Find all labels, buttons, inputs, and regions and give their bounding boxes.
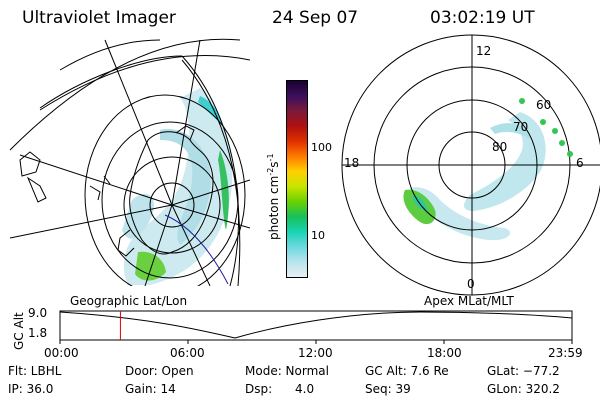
colorbar-unit-label: photon cm-2s-1 — [266, 153, 281, 240]
info-gain: Gain: 14 — [125, 382, 176, 396]
mlt-label-18: 18 — [344, 156, 360, 170]
altitude-tick-1-8: 1.8 — [28, 326, 48, 340]
mlat-label-80: 80 — [492, 140, 508, 154]
unit-text-s: s — [267, 161, 281, 168]
info-dsp: Dsp: — [245, 382, 273, 396]
time-tick-2359: 23:59 — [548, 346, 583, 360]
right-map-caption: Apex MLat/MLT — [424, 294, 514, 308]
mlat-label-70: 70 — [513, 120, 529, 134]
mlt-label-0: 0 — [467, 277, 475, 291]
mlt-label-12: 12 — [476, 44, 492, 58]
apex-polar-plot — [341, 34, 600, 296]
time-tick-1800: 18:00 — [427, 346, 462, 360]
info-gc-alt: GC Alt: 7.6 Re — [365, 364, 449, 378]
colorbar — [286, 80, 308, 278]
unit-exponent-1: -2 — [266, 167, 275, 176]
info-glon: GLon: 320.2 — [487, 382, 560, 396]
dayside-aurora-spots — [519, 98, 573, 157]
altitude-panel — [59, 310, 573, 344]
mlat-label-60: 60 — [536, 98, 552, 112]
info-flt: Flt: LBHL — [8, 364, 62, 378]
time-tick-0600: 06:00 — [170, 346, 205, 360]
coastlines — [19, 125, 214, 257]
satellite-track — [164, 214, 229, 285]
mlt-label-6: 6 — [576, 156, 584, 170]
info-glat: GLat: −77.2 — [487, 364, 560, 378]
colorbar-tick-10: 10 — [311, 229, 325, 242]
info-seq: Seq: 39 — [365, 382, 411, 396]
altitude-tick-9: 9.0 — [28, 306, 48, 320]
altitude-axis-label: GC Alt — [12, 312, 26, 350]
unit-text: photon cm — [267, 175, 281, 240]
aurora-oval-geographic — [122, 88, 233, 285]
header-date: 24 Sep 07 — [272, 8, 359, 28]
info-dsp-value: 4.0 — [295, 382, 315, 396]
info-ip: IP: 36.0 — [8, 382, 54, 396]
unit-exponent-2: -1 — [266, 153, 275, 162]
instrument-title: Ultraviolet Imager — [22, 8, 176, 28]
info-door: Door: Open — [125, 364, 194, 378]
info-mode: Mode: Normal — [245, 364, 329, 378]
time-tick-1200: 12:00 — [298, 346, 333, 360]
colorbar-tick-100: 100 — [311, 141, 332, 154]
time-tick-0000: 00:00 — [44, 346, 79, 360]
lat-lon-grid — [9, 38, 250, 286]
left-map-caption: Geographic Lat/Lon — [70, 294, 188, 308]
header-time: 03:02:19 UT — [430, 8, 535, 28]
